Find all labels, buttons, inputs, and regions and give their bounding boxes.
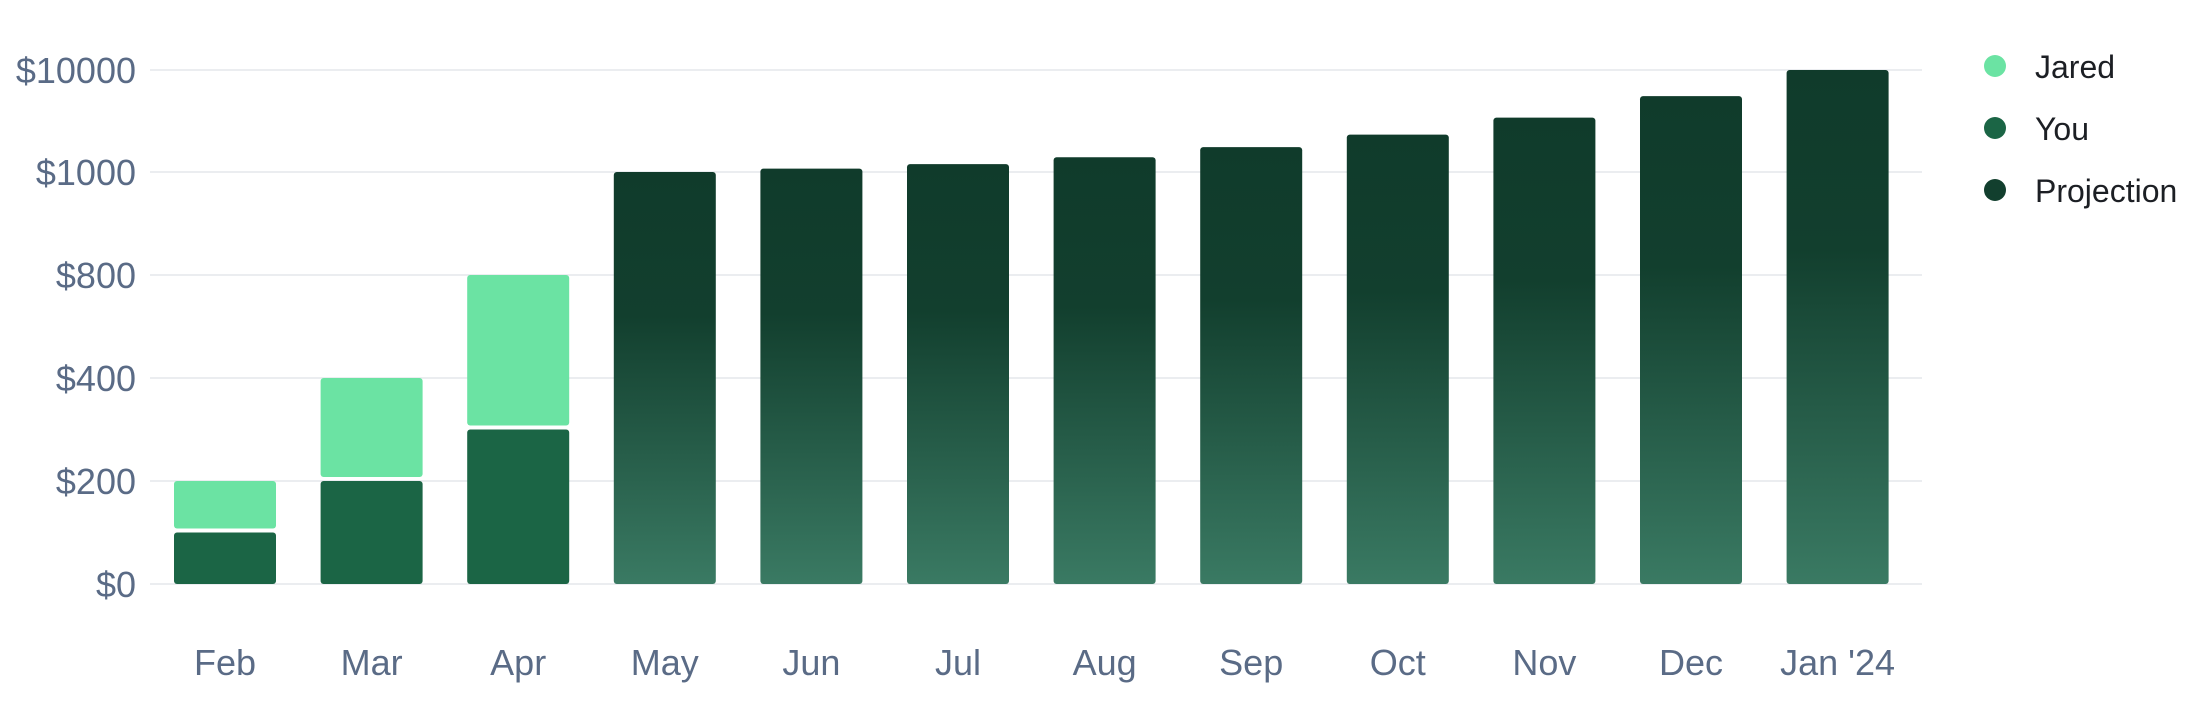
legend-swatch — [1984, 55, 2006, 77]
bar-projection — [1493, 117, 1596, 584]
bar-projection — [907, 164, 1009, 585]
legend-swatch — [1984, 179, 2006, 201]
x-tick-label: Mar — [341, 642, 403, 683]
bar-projection — [1200, 147, 1303, 585]
y-tick-label: $400 — [56, 358, 136, 399]
bar-jared — [174, 481, 276, 529]
x-tick-label: Nov — [1512, 642, 1576, 683]
bar-projection — [1346, 134, 1449, 584]
x-tick-label: Dec — [1659, 642, 1723, 683]
x-tick-label: Apr — [490, 642, 546, 683]
x-tick-label: Jul — [935, 642, 981, 683]
x-tick-label: Sep — [1219, 642, 1283, 683]
legend-item: You — [1984, 111, 2089, 147]
bar-projection — [1786, 70, 1889, 584]
x-tick-label: Jan '24 — [1780, 642, 1895, 683]
bar-you — [320, 481, 423, 584]
legend: Jared You Projection — [1984, 49, 2177, 209]
x-tick-label: Feb — [194, 642, 256, 683]
bar-projection — [1053, 157, 1156, 584]
bars — [174, 70, 1889, 585]
x-tick-label: Aug — [1073, 642, 1137, 683]
grid-lines — [150, 69, 1922, 585]
bar-jared — [467, 275, 570, 426]
legend-label: You — [2035, 111, 2089, 147]
y-tick-label: $10000 — [16, 50, 136, 91]
y-tick-label: $0 — [96, 564, 136, 605]
legend-item: Jared — [1984, 49, 2115, 85]
x-tick-label: Jun — [782, 642, 840, 683]
legend-label: Projection — [2035, 173, 2177, 209]
x-tick-label: Oct — [1370, 642, 1426, 683]
y-tick-label: $1000 — [36, 152, 136, 193]
legend-label: Jared — [2035, 49, 2115, 85]
x-tick-label: May — [631, 642, 699, 683]
bar-you — [467, 429, 570, 584]
y-tick-label: $200 — [56, 461, 136, 502]
bar-jared — [320, 378, 423, 477]
y-axis: $0 $200 $400 $800 $1000 $10000 — [16, 50, 136, 605]
bar-projection — [1640, 96, 1742, 585]
legend-swatch — [1984, 117, 2006, 139]
bar-projection — [613, 172, 716, 584]
y-tick-label: $800 — [56, 255, 136, 296]
x-axis: Feb Mar Apr May Jun Jul Aug Sep Oct Nov Dec Jan '24 — [194, 642, 1895, 683]
legend-item: Projection — [1984, 173, 2177, 209]
bar-projection — [760, 168, 863, 584]
bar-you — [174, 532, 276, 584]
